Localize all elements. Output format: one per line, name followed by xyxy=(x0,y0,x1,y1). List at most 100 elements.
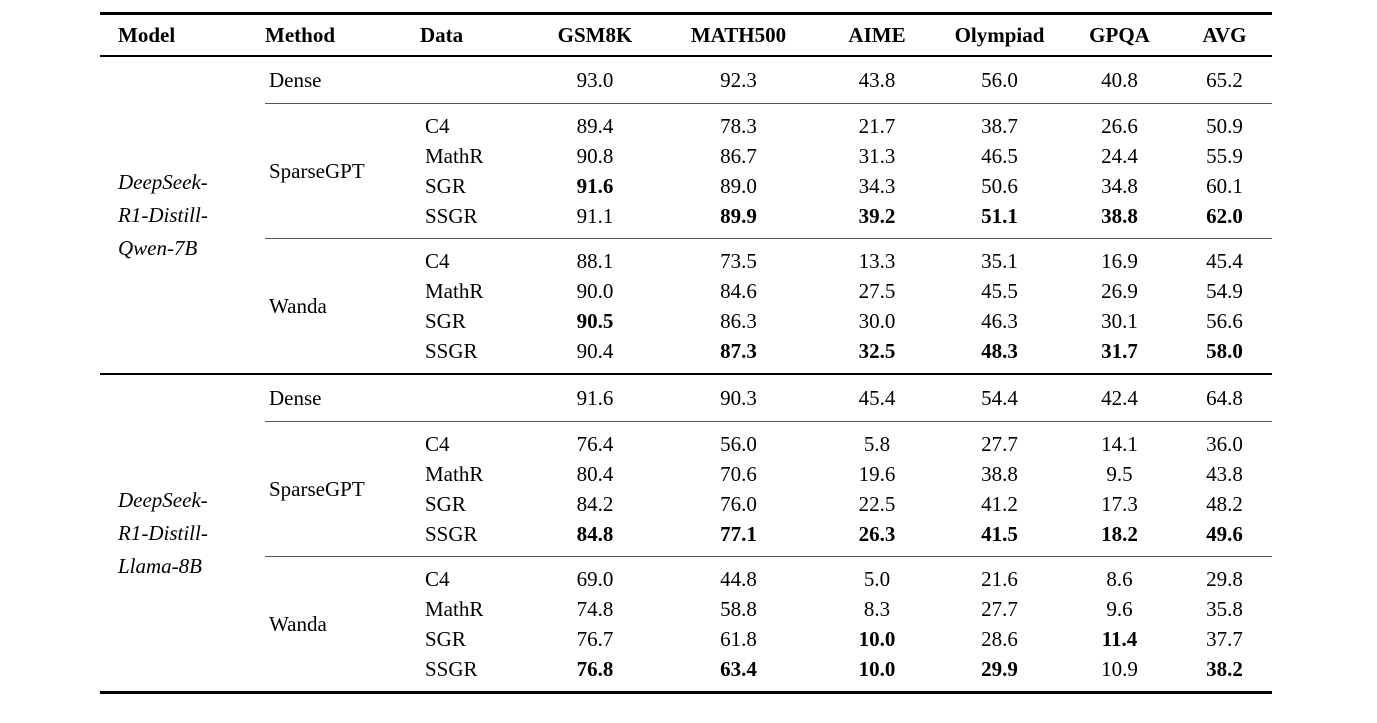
score-cell: 50.9 xyxy=(1206,114,1243,138)
score-cell: 21.7 xyxy=(858,114,896,138)
calibration-data-name: SGR xyxy=(425,627,466,651)
score-cell: 78.3 xyxy=(720,114,757,138)
table-row: MathR 74.8 58.8 8.3 27.7 9.6 35.8 xyxy=(100,594,1272,624)
score-cell: 58.8 xyxy=(720,597,757,621)
score-cell: 38.8 xyxy=(1062,201,1177,239)
column-header-math500: MATH500 xyxy=(690,23,787,47)
score-cell: 8.6 xyxy=(1106,567,1133,591)
score-cell: 37.7 xyxy=(1206,627,1243,651)
calibration-data-name: SGR xyxy=(425,174,466,198)
score-cell: 76.0 xyxy=(720,492,757,516)
score-cell: 56.0 xyxy=(937,56,1062,104)
calibration-data-name: SSGR xyxy=(420,201,530,239)
score-cell: 26.6 xyxy=(1101,114,1138,138)
model-name: DeepSeek- R1-Distill- Qwen-7B xyxy=(118,169,208,260)
method-name: SparseGPT xyxy=(265,421,420,557)
score-cell: 56.6 xyxy=(1206,309,1243,333)
calibration-data-name: C4 xyxy=(425,249,450,273)
score-cell: 10.0 xyxy=(858,657,896,681)
table-row: SGR 84.2 76.0 22.5 41.2 17.3 48.2 xyxy=(100,489,1272,519)
score-cell: 9.6 xyxy=(1106,597,1133,621)
score-cell: 35.8 xyxy=(1206,597,1243,621)
model-group: DeepSeek- R1-Distill- Qwen-7B Dense 93.0 92.3… xyxy=(100,56,1272,374)
score-cell: 91.6 xyxy=(530,374,660,422)
table-row: DeepSeek- R1-Distill- Qwen-7B Dense 93.0 92.3… xyxy=(100,56,1272,260)
score-cell: 41.5 xyxy=(937,519,1062,557)
score-cell: 89.4 xyxy=(576,114,614,138)
table-row: SGR 76.7 61.8 10.0 28.6 11.4 37.7 xyxy=(100,624,1272,654)
header-row: Model Method Data GSM8K MATH500 AIME Oly… xyxy=(100,14,1272,56)
score-cell: 84.6 xyxy=(720,279,757,303)
model-group: DeepSeek- R1-Distill- Llama-8B Dense 91.6 90.… xyxy=(100,374,1272,693)
score-cell: 76.4 xyxy=(576,432,614,456)
column-header-model: Model xyxy=(118,23,176,47)
score-cell: 38.8 xyxy=(981,462,1018,486)
score-cell: 70.6 xyxy=(720,462,757,486)
score-cell: 90.0 xyxy=(576,279,614,303)
score-cell: 90.8 xyxy=(576,144,614,168)
calibration-data-name: SSGR xyxy=(420,519,530,557)
score-cell: 86.7 xyxy=(720,144,757,168)
calibration-data-name xyxy=(420,56,530,104)
score-cell: 10.9 xyxy=(1101,657,1138,681)
table-row: SGR 91.6 89.0 34.3 50.6 34.8 60.1 xyxy=(100,171,1272,201)
score-cell: 10.0 xyxy=(858,627,896,651)
score-cell: 38.2 xyxy=(1206,657,1243,681)
score-cell: 89.0 xyxy=(720,174,757,198)
score-cell: 62.0 xyxy=(1177,201,1272,239)
score-cell: 76.7 xyxy=(576,627,614,651)
score-cell: 87.3 xyxy=(720,339,757,363)
method-name: SparseGPT xyxy=(265,103,420,239)
score-cell: 27.7 xyxy=(981,432,1018,456)
score-cell: 90.3 xyxy=(660,374,817,422)
calibration-data-name: SGR xyxy=(425,309,466,333)
method-name: Wanda xyxy=(269,294,327,318)
table-row: Wanda C4 88.1 73.5 13.3 35.1 16.9 45.4 xyxy=(100,239,1272,318)
score-cell: 16.9 xyxy=(1101,249,1138,273)
calibration-data-name: C4 xyxy=(425,567,450,591)
table-row: MathR 80.4 70.6 19.6 38.8 9.5 43.8 xyxy=(100,459,1272,489)
score-cell: 92.3 xyxy=(660,56,817,104)
table-row: DeepSeek- R1-Distill- Llama-8B Dense 91.6 90.… xyxy=(100,374,1272,578)
score-cell: 46.3 xyxy=(981,309,1018,333)
score-cell: 45.5 xyxy=(981,279,1018,303)
score-cell: 86.3 xyxy=(720,309,757,333)
score-cell: 26.3 xyxy=(817,519,937,557)
column-header-gsm8k: GSM8K xyxy=(557,23,633,47)
score-cell: 22.5 xyxy=(858,492,896,516)
score-cell: 43.8 xyxy=(1206,462,1243,486)
score-cell: 40.8 xyxy=(1062,56,1177,104)
score-cell: 24.4 xyxy=(1101,144,1138,168)
score-cell: 49.6 xyxy=(1177,519,1272,557)
table-row: SparseGPT C4 76.4 56.0 5.8 27.7 14.1 36.0 xyxy=(100,421,1272,557)
score-cell: 77.1 xyxy=(660,519,817,557)
score-cell: 88.1 xyxy=(576,249,614,273)
score-cell: 44.8 xyxy=(720,567,757,591)
score-cell: 69.0 xyxy=(576,567,614,591)
method-name: Wanda xyxy=(269,612,327,636)
calibration-data-name: C4 xyxy=(425,114,450,138)
table-row: SGR 90.5 86.3 30.0 46.3 30.1 56.6 xyxy=(100,306,1272,336)
calibration-data-name: MathR xyxy=(425,597,484,621)
score-cell: 43.8 xyxy=(817,56,937,104)
score-cell: 32.5 xyxy=(858,339,896,363)
score-cell: 74.8 xyxy=(576,597,614,621)
column-header-olympiad: Olympiad xyxy=(954,23,1045,47)
score-cell: 31.7 xyxy=(1101,339,1138,363)
score-cell: 27.5 xyxy=(858,279,896,303)
score-cell: 8.3 xyxy=(863,597,891,621)
score-cell: 31.3 xyxy=(858,144,896,168)
score-cell: 42.4 xyxy=(1062,374,1177,422)
score-cell: 84.2 xyxy=(576,492,614,516)
score-cell: 19.6 xyxy=(858,462,896,486)
table-row: MathR 90.8 86.7 31.3 46.5 24.4 55.9 xyxy=(100,141,1272,171)
table-row: SSGR 84.8 77.1 26.3 41.5 18.2 49.6 xyxy=(100,519,1272,557)
score-cell: 76.8 xyxy=(576,657,614,681)
score-cell: 93.0 xyxy=(530,56,660,104)
score-cell: 29.9 xyxy=(981,657,1018,681)
score-cell: 91.6 xyxy=(576,174,614,198)
score-cell: 61.8 xyxy=(720,627,757,651)
score-cell: 39.2 xyxy=(817,201,937,239)
calibration-data-name: MathR xyxy=(425,144,484,168)
score-cell: 91.1 xyxy=(530,201,660,239)
